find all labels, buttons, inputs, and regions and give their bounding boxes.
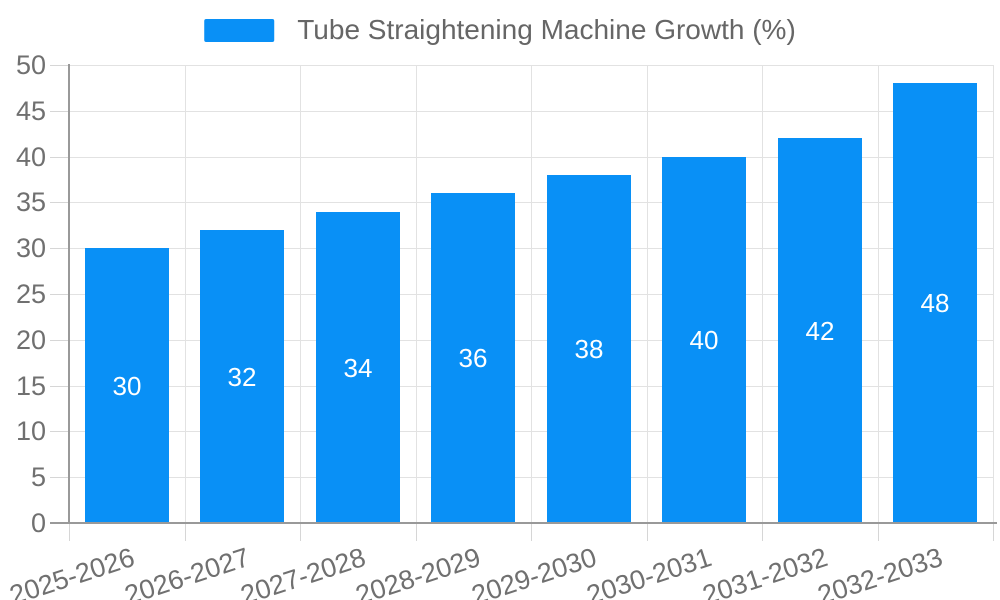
y-axis-label: 0	[30, 508, 46, 538]
vertical-gridline	[300, 65, 301, 523]
x-axis-label: 2028-2029	[351, 542, 484, 600]
vertical-gridline	[878, 65, 879, 523]
x-axis-label: 2030-2031	[582, 542, 715, 600]
x-axis-tick	[762, 523, 763, 541]
x-axis-label: 2031-2032	[698, 542, 831, 600]
x-axis-tick	[647, 523, 648, 541]
y-axis-label: 50	[15, 50, 46, 80]
y-axis-label: 5	[30, 462, 46, 492]
bar[interactable]	[85, 248, 169, 523]
bar-value-label: 40	[689, 325, 719, 355]
legend-label: Tube Straightening Machine Growth (%)	[297, 14, 796, 45]
x-axis-tick	[531, 523, 532, 541]
vertical-gridline	[647, 65, 648, 523]
x-axis-tick	[69, 523, 70, 541]
x-axis-label: 2027-2028	[236, 542, 369, 600]
y-axis-tick	[50, 202, 69, 203]
y-axis-label: 45	[15, 96, 46, 126]
legend-swatch	[204, 18, 275, 42]
bar[interactable]	[893, 83, 977, 523]
bar-value-label: 36	[458, 343, 488, 373]
legend-item[interactable]: Tube Straightening Machine Growth (%)	[204, 14, 796, 46]
x-axis-label: 2025-2026	[5, 542, 138, 600]
y-axis-label: 35	[15, 187, 46, 217]
y-axis-label: 20	[15, 325, 46, 355]
y-axis-label: 25	[15, 279, 46, 309]
vertical-gridline	[416, 65, 417, 523]
y-axis-line	[68, 64, 70, 524]
bar-value-label: 34	[343, 353, 373, 383]
x-axis-tick	[300, 523, 301, 541]
x-axis-tick	[878, 523, 879, 541]
x-axis-label: 2032-2033	[813, 542, 946, 600]
y-axis-tick	[50, 431, 69, 432]
y-axis-tick	[50, 477, 69, 478]
y-axis-label: 15	[15, 371, 46, 401]
vertical-gridline	[762, 65, 763, 523]
y-axis-tick	[50, 111, 69, 112]
bar[interactable]	[431, 193, 515, 523]
vertical-gridline	[993, 65, 994, 523]
y-axis-tick	[50, 157, 69, 158]
y-axis-label: 10	[15, 416, 46, 446]
y-axis-tick	[50, 294, 69, 295]
bar-value-label: 30	[112, 371, 142, 401]
bar[interactable]	[662, 157, 746, 523]
x-axis-line	[50, 522, 997, 524]
x-axis-label: 2029-2030	[467, 542, 600, 600]
bar[interactable]	[200, 230, 284, 523]
bar-value-label: 32	[227, 362, 257, 392]
y-axis-tick	[50, 65, 69, 66]
x-axis-tick	[993, 523, 994, 541]
y-axis-tick	[50, 340, 69, 341]
x-axis-tick	[416, 523, 417, 541]
x-axis-tick	[185, 523, 186, 541]
x-axis-label: 2026-2027	[120, 542, 253, 600]
bar[interactable]	[778, 138, 862, 523]
y-axis-label: 40	[15, 142, 46, 172]
y-axis-tick	[50, 248, 69, 249]
bar-value-label: 42	[805, 316, 835, 346]
vertical-gridline	[531, 65, 532, 523]
bar-value-label: 38	[574, 334, 604, 364]
bar[interactable]	[316, 212, 400, 523]
bar[interactable]	[547, 175, 631, 523]
y-axis-tick	[50, 386, 69, 387]
vertical-gridline	[185, 65, 186, 523]
y-axis-label: 30	[15, 233, 46, 263]
bar-value-label: 48	[920, 288, 950, 318]
